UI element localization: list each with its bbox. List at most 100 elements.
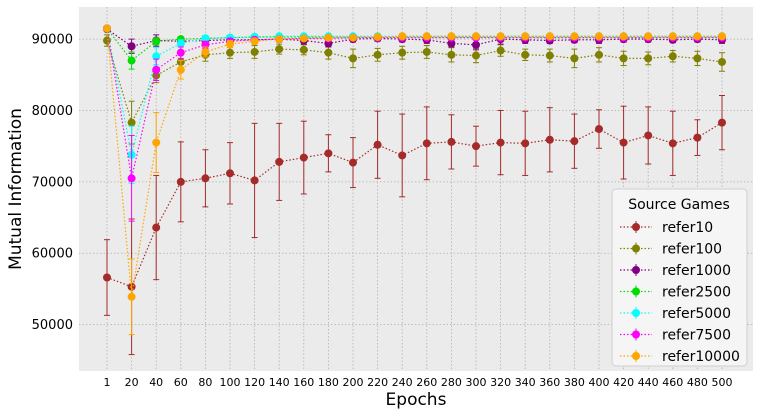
legend-item-refer7500: refer7500: [620, 328, 731, 344]
legend-item-refer2500: refer2500: [620, 285, 731, 301]
series-refer10000: [103, 24, 726, 336]
data-point: [422, 47, 431, 56]
data-point: [324, 33, 333, 42]
data-point: [250, 47, 259, 56]
data-point: [521, 50, 530, 59]
data-point: [668, 52, 677, 61]
x-tick-label: 240: [392, 376, 413, 389]
data-point: [718, 57, 726, 66]
data-point: [152, 138, 161, 147]
x-tick-label: 200: [343, 376, 364, 389]
data-point: [127, 118, 136, 127]
legend-label: refer2500: [662, 285, 731, 301]
data-point: [570, 137, 579, 146]
legend-item-refer1000: refer1000: [620, 263, 731, 279]
x-tick-label: 180: [318, 376, 339, 389]
data-point: [275, 157, 284, 166]
data-point: [595, 50, 603, 59]
x-tick-label: 420: [613, 376, 634, 389]
series-layer: [103, 24, 726, 356]
data-point: [398, 32, 407, 41]
data-point: [447, 32, 456, 41]
data-point: [545, 135, 554, 144]
x-tick-label: 40: [149, 376, 163, 389]
legend-label: refer10000: [662, 349, 740, 365]
data-point: [349, 33, 357, 42]
series-line: [106, 28, 722, 62]
data-point: [127, 56, 136, 65]
data-point: [398, 151, 407, 160]
data-point: [152, 52, 161, 61]
data-point: [422, 139, 431, 148]
legend-marker: [632, 223, 640, 231]
data-point: [176, 48, 185, 57]
x-tick-label: 120: [244, 376, 265, 389]
legend-marker: [632, 266, 640, 274]
x-tick-label: 460: [662, 376, 683, 389]
data-point: [619, 138, 628, 147]
y-tick-label: 90000: [32, 33, 73, 48]
data-point: [644, 131, 653, 140]
series-refer10: [103, 95, 726, 356]
x-tick-label: 160: [293, 376, 314, 389]
data-point: [447, 39, 456, 48]
data-point: [693, 32, 702, 41]
y-tick-label: 80000: [32, 104, 73, 119]
legend: Source Games refer10 refer100 refer1000 ref…: [611, 188, 748, 367]
data-point: [176, 65, 185, 74]
data-point: [103, 24, 111, 33]
data-point: [201, 174, 210, 183]
data-point: [496, 32, 505, 41]
legend-item-refer10: refer10: [620, 220, 713, 236]
data-point: [275, 35, 284, 44]
data-point: [619, 32, 628, 41]
x-tick-label: 400: [589, 376, 610, 389]
data-point: [545, 51, 554, 60]
legend-marker: [632, 330, 640, 339]
data-point: [619, 54, 628, 63]
series-line: [106, 28, 723, 47]
legend-marker: [632, 352, 640, 360]
data-point: [644, 54, 653, 63]
x-tick-label: 20: [125, 376, 139, 389]
legend-item-refer10000: refer10000: [620, 349, 740, 365]
data-point: [595, 32, 603, 41]
data-point: [521, 32, 530, 41]
data-point: [718, 118, 726, 127]
data-point: [250, 176, 259, 185]
x-axis-label: Epochs: [386, 390, 447, 410]
data-point: [324, 149, 333, 158]
x-tick-label: 320: [490, 376, 511, 389]
data-point: [496, 138, 505, 147]
x-axis-ticks: 1 20 40 60 80 100 120 140 160 180 200 220 240 260 280 3…: [104, 376, 733, 389]
x-tick-label: 140: [269, 376, 290, 389]
legend-label: refer5000: [662, 306, 731, 322]
data-point: [201, 34, 210, 43]
data-point: [668, 139, 677, 148]
series-line: [106, 28, 722, 155]
data-point: [275, 45, 284, 54]
data-point: [127, 174, 136, 183]
series-refer100: [103, 34, 726, 145]
data-point: [152, 37, 161, 46]
data-point: [152, 223, 161, 232]
x-tick-label: 360: [539, 376, 560, 389]
data-point: [299, 153, 308, 162]
data-point: [250, 37, 259, 46]
data-point: [595, 125, 603, 134]
legend-label: refer7500: [662, 328, 731, 344]
data-point: [127, 42, 136, 51]
data-point: [570, 32, 579, 41]
data-point: [201, 47, 210, 56]
data-point: [349, 158, 357, 167]
legend-title: Source Games: [628, 197, 730, 213]
x-tick-label: 480: [687, 376, 708, 389]
series-line: [106, 28, 722, 297]
y-tick-label: 70000: [32, 175, 73, 190]
data-point: [693, 133, 702, 142]
legend-box: [611, 188, 748, 367]
legend-label: refer10: [662, 220, 713, 236]
series-line: [106, 28, 722, 179]
data-point: [521, 139, 530, 148]
